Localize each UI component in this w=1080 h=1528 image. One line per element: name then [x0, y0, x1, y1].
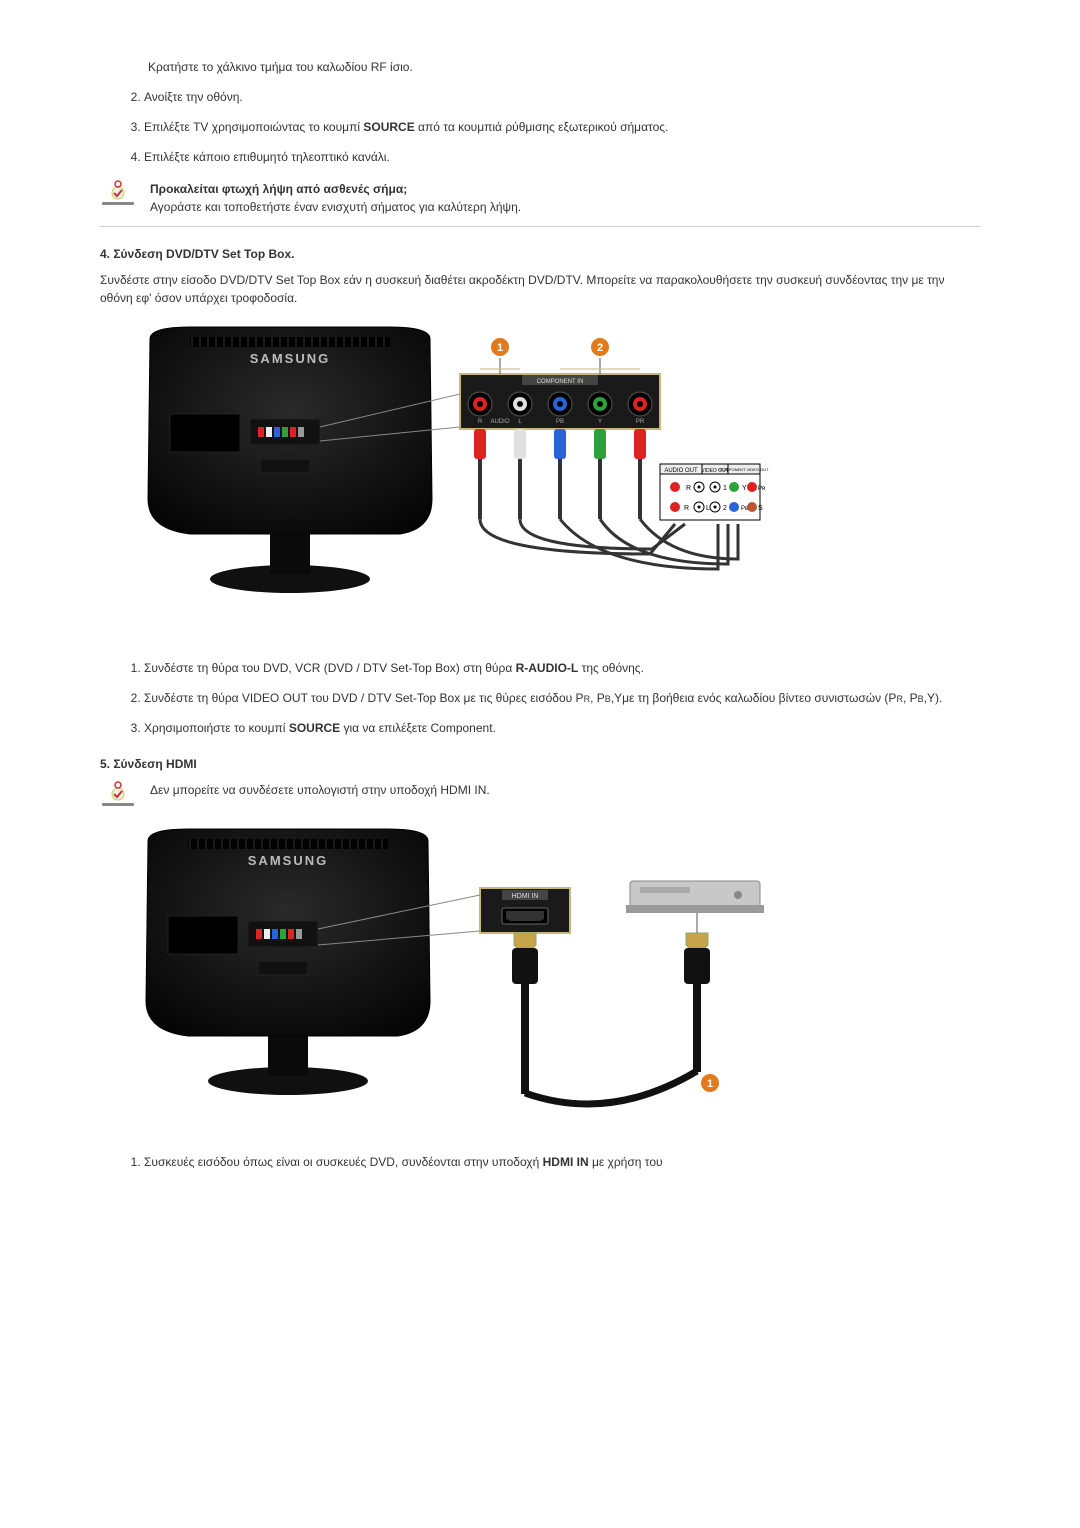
intro-rf-text: Κρατήστε το χάλκινο τμήμα του καλωδίου R… [148, 60, 413, 74]
dvd-player [626, 881, 764, 913]
tip-icon-2 [100, 781, 136, 811]
panel-label: COMPONENT IN [537, 379, 584, 385]
svg-text:R: R [684, 505, 689, 512]
section4-heading: 4. Σύνδεση DVD/DTV Set Top Box. [100, 247, 980, 261]
intro-step-4: Επιλέξτε κάποιο επιθυμητό τηλεοπτικό καν… [144, 148, 980, 166]
tip-hdmi: Δεν μπορείτε να συνδέσετε υπολογιστή στη… [100, 781, 980, 811]
callout-1: 1 [497, 342, 503, 354]
svg-text:Y: Y [598, 419, 602, 425]
tip-hdmi-text: Δεν μπορείτε να συνδέσετε υπολογιστή στη… [150, 781, 490, 799]
monitor-brand-2: SAMSUNG [248, 853, 328, 868]
section4-para: Συνδέστε στην είσοδο DVD/DTV Set Top Box… [100, 271, 980, 307]
box-label-audio: AUDIO OUT [664, 468, 698, 474]
svg-text:S: S [758, 505, 763, 512]
intro-step-3: Επιλέξτε TV χρησιμοποιώντας το κουμπί SO… [144, 118, 980, 136]
s4-step-3: Χρησιμοποιήστε το κουμπί SOURCE για να ε… [144, 719, 980, 737]
tip-title: Προκαλείται φτωχή λήψη από ασθενές σήμα; [150, 182, 407, 196]
section5-heading: 5. Σύνδεση HDMI [100, 757, 980, 771]
section4-steps: Συνδέστε τη θύρα του DVD, VCR (DVD / DTV… [144, 659, 980, 737]
section5-figure: SAMSUNG HDMI IN [130, 823, 980, 1123]
svg-text:Y: Y [742, 485, 747, 492]
intro-rf-line: Κρατήστε το χάλκινο τμήμα του καλωδίου R… [148, 60, 980, 74]
tip-weak-signal: Προκαλείται φτωχή λήψη από ασθενές σήμα;… [100, 180, 980, 227]
svg-text:R: R [478, 419, 483, 425]
intro-step-2: Ανοίξτε την οθόνη. [144, 88, 980, 106]
s4-step-2: Συνδέστε τη θύρα VIDEO OUT του DVD / DTV… [144, 689, 980, 707]
hdmi-port-label: HDMI IN [512, 893, 539, 900]
section4-figure: SAMSUNG COMPONENT IN R AUDIO L PB Y PR [130, 319, 980, 629]
s5-step-1: Συσκευές εισόδου όπως είναι οι συσκευές … [144, 1153, 980, 1171]
box-label-comp: COMPONENT VIDEO OUT [719, 467, 769, 472]
tip-body: Αγοράστε και τοποθετήστε έναν ενισχυτή σ… [150, 200, 521, 214]
monitor-brand-1: SAMSUNG [250, 351, 330, 366]
tip-text: Προκαλείται φτωχή λήψη από ασθενές σήμα;… [150, 180, 521, 216]
tip-icon [100, 180, 136, 210]
intro-steps: Ανοίξτε την οθόνη. Επιλέξτε TV χρησιμοπο… [144, 88, 980, 166]
svg-text:2: 2 [723, 505, 727, 512]
svg-text:PB: PB [556, 419, 564, 425]
callout-2: 2 [597, 342, 603, 354]
svg-text:1: 1 [723, 485, 727, 492]
hdmi-plug-left [512, 933, 538, 1094]
svg-text:L: L [706, 505, 710, 512]
svg-text:Pʀ: Pʀ [758, 486, 766, 492]
svg-text:R: R [686, 485, 691, 492]
section5-steps: Συσκευές εισόδου όπως είναι οι συσκευές … [144, 1153, 980, 1171]
s4-step-1: Συνδέστε τη θύρα του DVD, VCR (DVD / DTV… [144, 659, 980, 677]
hdmi-callout: 1 [707, 1078, 713, 1090]
hdmi-plug-right [684, 913, 710, 1072]
svg-text:PR: PR [636, 419, 645, 425]
svg-text:AUDIO: AUDIO [490, 419, 509, 425]
rca-plugs [474, 429, 646, 519]
